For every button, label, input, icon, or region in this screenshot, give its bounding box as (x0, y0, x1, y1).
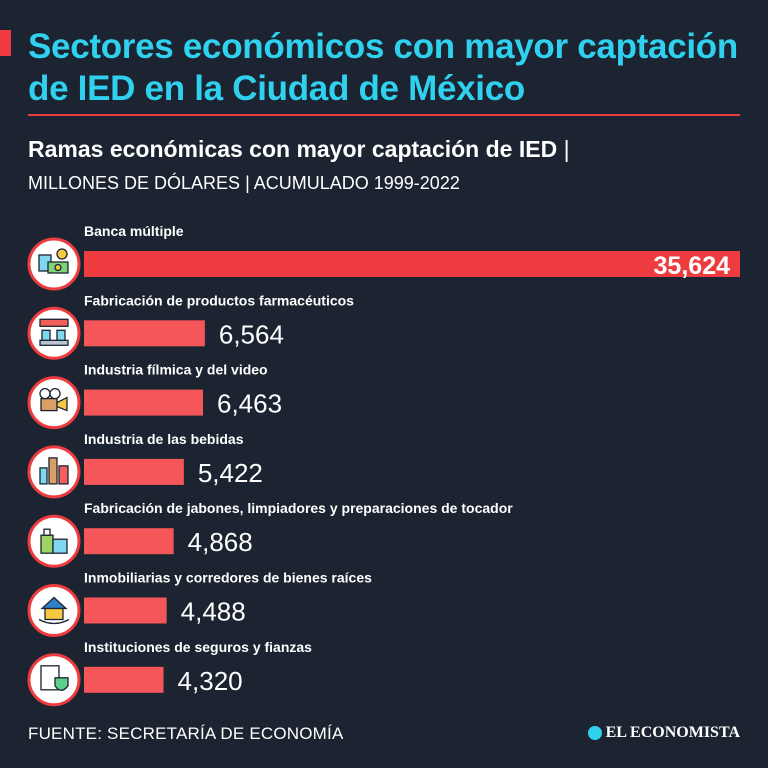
category-label: Fabricación de jabones, limpiadores y pr… (84, 500, 513, 516)
bar (84, 389, 204, 416)
shield-shape (54, 677, 69, 691)
category-label: Instituciones de seguros y fianzas (84, 639, 312, 655)
subtitle-separator: | (563, 136, 570, 162)
source-note: FUENTE: SECRETARÍA DE ECONOMÍA (28, 724, 344, 743)
lens-shape (56, 396, 68, 412)
value-label: 4,488 (181, 597, 246, 627)
real-estate-icon (27, 584, 81, 637)
category-label: Industria fílmica y del video (84, 362, 268, 378)
value-label: 35,624 (654, 252, 731, 280)
camera-body-shape (40, 397, 58, 412)
brand-name: EL ECONOMISTA (605, 724, 740, 741)
soap-box-shape (52, 538, 68, 554)
category-label: Inmobiliarias y corredores de bienes raí… (84, 570, 372, 586)
bar (84, 251, 740, 277)
category-label: Fabricación de productos farmacéuticos (84, 292, 354, 308)
bar (84, 458, 184, 485)
beverages-icon (27, 445, 81, 499)
page-title: Sectores económicos con mayor captación … (28, 27, 738, 108)
coin-shape (54, 263, 62, 272)
insurance-icon (27, 653, 81, 707)
bar (84, 528, 174, 555)
house-body-shape (44, 607, 64, 621)
chart-units: MILLONES DE DÓLARES | ACUMULADO 1999-202… (28, 173, 460, 193)
film-camera-icon (27, 376, 81, 430)
can-shape (39, 467, 48, 485)
title-accent-mark (0, 30, 11, 56)
pump-shape (43, 528, 51, 536)
category-label: Banca múltiple (84, 223, 184, 239)
value-label: 6,463 (217, 389, 282, 419)
hand-shape (38, 618, 70, 625)
bottle-shape (58, 465, 69, 485)
chart-subtitle-text: Ramas económicas con mayor captación de … (28, 136, 558, 162)
bar (84, 320, 205, 347)
film-reel-shape (39, 387, 51, 400)
brand-dot-icon (587, 726, 602, 740)
bottle-shape (56, 329, 66, 341)
icon-circle (27, 306, 81, 360)
pharma-factory-icon (27, 306, 81, 360)
value-label: 6,564 (219, 319, 284, 349)
brand-logo: EL ECONOMISTA (587, 724, 740, 742)
value-label: 4,320 (178, 666, 243, 696)
category-label: Industria de las bebidas (84, 431, 244, 447)
chart-subtitle: Ramas económicas con mayor captación de … (28, 134, 748, 164)
title-divider (28, 114, 740, 116)
value-label: 5,422 (198, 458, 263, 488)
bank-money-icon (27, 237, 81, 291)
machine-shape (39, 318, 69, 327)
bottle-shape (48, 457, 58, 485)
soap-cleaner-icon (27, 514, 81, 568)
film-reel-shape (49, 387, 61, 400)
soap-bottle-shape (40, 534, 54, 554)
conveyor-shape (39, 339, 69, 346)
bar (84, 597, 167, 624)
coin-shape (56, 248, 68, 260)
bottle-shape (41, 329, 51, 341)
value-label: 4,868 (188, 527, 253, 557)
bar (84, 666, 164, 693)
